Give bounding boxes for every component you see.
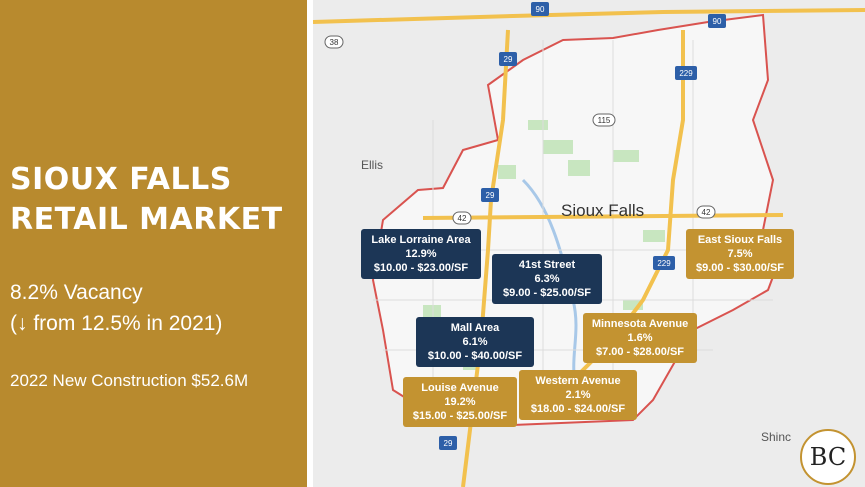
- callout-rent: $9.00 - $30.00/SF: [695, 262, 785, 274]
- shield-29-south: 29: [439, 436, 457, 450]
- shield-229-north: 229: [675, 66, 697, 80]
- callout-area: 41st Street: [518, 259, 576, 271]
- svg-text:29: 29: [444, 439, 453, 448]
- callout-rent: $10.00 - $40.00/SF: [427, 350, 523, 362]
- svg-text:38: 38: [330, 38, 339, 47]
- shield-115: 115: [592, 113, 616, 127]
- place-label-shinc: Shinc: [761, 430, 792, 444]
- svg-text:115: 115: [598, 116, 611, 125]
- callout-rent: $15.00 - $25.00/SF: [412, 410, 508, 422]
- svg-text:29: 29: [486, 191, 495, 200]
- bc-logo: BC: [800, 429, 856, 485]
- callout-western-avenue: Western Avenue 2.1% $18.00 - $24.00/SF: [519, 370, 637, 420]
- callout-area: Western Avenue: [535, 375, 621, 387]
- callout-rent: $9.00 - $25.00/SF: [502, 287, 592, 299]
- svg-text:42: 42: [702, 208, 711, 217]
- shield-229-south: 229: [653, 256, 675, 270]
- shield-90-west: 90: [531, 2, 549, 16]
- shield-42-east: 42: [696, 205, 716, 219]
- callout-mall-area: Mall Area 6.1% $10.00 - $40.00/SF: [416, 317, 534, 367]
- callout-vacancy: 6.1%: [462, 336, 488, 348]
- shield-42-west: 42: [452, 211, 472, 225]
- callout-east-sioux-falls: East Sioux Falls 7.5% $9.00 - $30.00/SF: [686, 229, 794, 279]
- place-label-ellis: Ellis: [361, 158, 384, 172]
- callout-louise-avenue: Louise Avenue 19.2% $15.00 - $25.00/SF: [403, 377, 517, 427]
- callout-vacancy: 7.5%: [727, 248, 753, 260]
- callout-area: Minnesota Avenue: [591, 318, 689, 330]
- callout-area: East Sioux Falls: [697, 234, 783, 246]
- shield-38: 38: [324, 35, 344, 49]
- callout-area: Lake Lorraine Area: [371, 234, 471, 246]
- page-title: SIOUX FALLS RETAIL MARKET: [10, 160, 283, 240]
- callout-41st-street: 41st Street 6.3% $9.00 - $25.00/SF: [492, 254, 602, 304]
- shield-29-central: 29: [481, 188, 499, 202]
- left-panel: SIOUX FALLS RETAIL MARKET 8.2% Vacancy (…: [0, 0, 307, 487]
- callout-area: Louise Avenue: [421, 382, 499, 394]
- svg-text:90: 90: [713, 17, 722, 26]
- shield-90-east: 90: [708, 14, 726, 28]
- callout-vacancy: 12.9%: [405, 248, 437, 260]
- vacancy-change-stat: (↓ from 12.5% in 2021): [10, 312, 223, 335]
- callout-minnesota-avenue: Minnesota Avenue 1.6% $7.00 - $28.00/SF: [583, 313, 697, 363]
- callout-lake-lorraine: Lake Lorraine Area 12.9% $10.00 - $23.00…: [361, 229, 481, 279]
- callout-rent: $10.00 - $23.00/SF: [373, 262, 469, 274]
- callout-vacancy: 6.3%: [534, 273, 560, 285]
- callout-rent: $7.00 - $28.00/SF: [595, 346, 685, 358]
- svg-text:42: 42: [458, 214, 467, 223]
- svg-text:90: 90: [536, 5, 545, 14]
- new-construction-stat: 2022 New Construction $52.6M: [10, 371, 249, 390]
- svg-text:229: 229: [657, 259, 671, 268]
- svg-text:229: 229: [679, 69, 693, 78]
- callout-rent: $18.00 - $24.00/SF: [530, 403, 626, 415]
- shield-29-north: 29: [499, 52, 517, 66]
- title-line-2: RETAIL MARKET: [10, 202, 283, 237]
- callout-vacancy: 2.1%: [565, 389, 591, 401]
- svg-text:29: 29: [504, 55, 513, 64]
- callout-area: Mall Area: [450, 322, 500, 334]
- callout-vacancy: 19.2%: [444, 396, 476, 408]
- vacancy-stat: 8.2% Vacancy: [10, 281, 143, 304]
- city-label: Sioux Falls: [561, 201, 645, 220]
- highway-shields: 90 90 38 29 229 115 29 42 42 229 29: [324, 2, 726, 450]
- callout-vacancy: 1.6%: [627, 332, 653, 344]
- title-line-1: SIOUX FALLS: [10, 162, 232, 197]
